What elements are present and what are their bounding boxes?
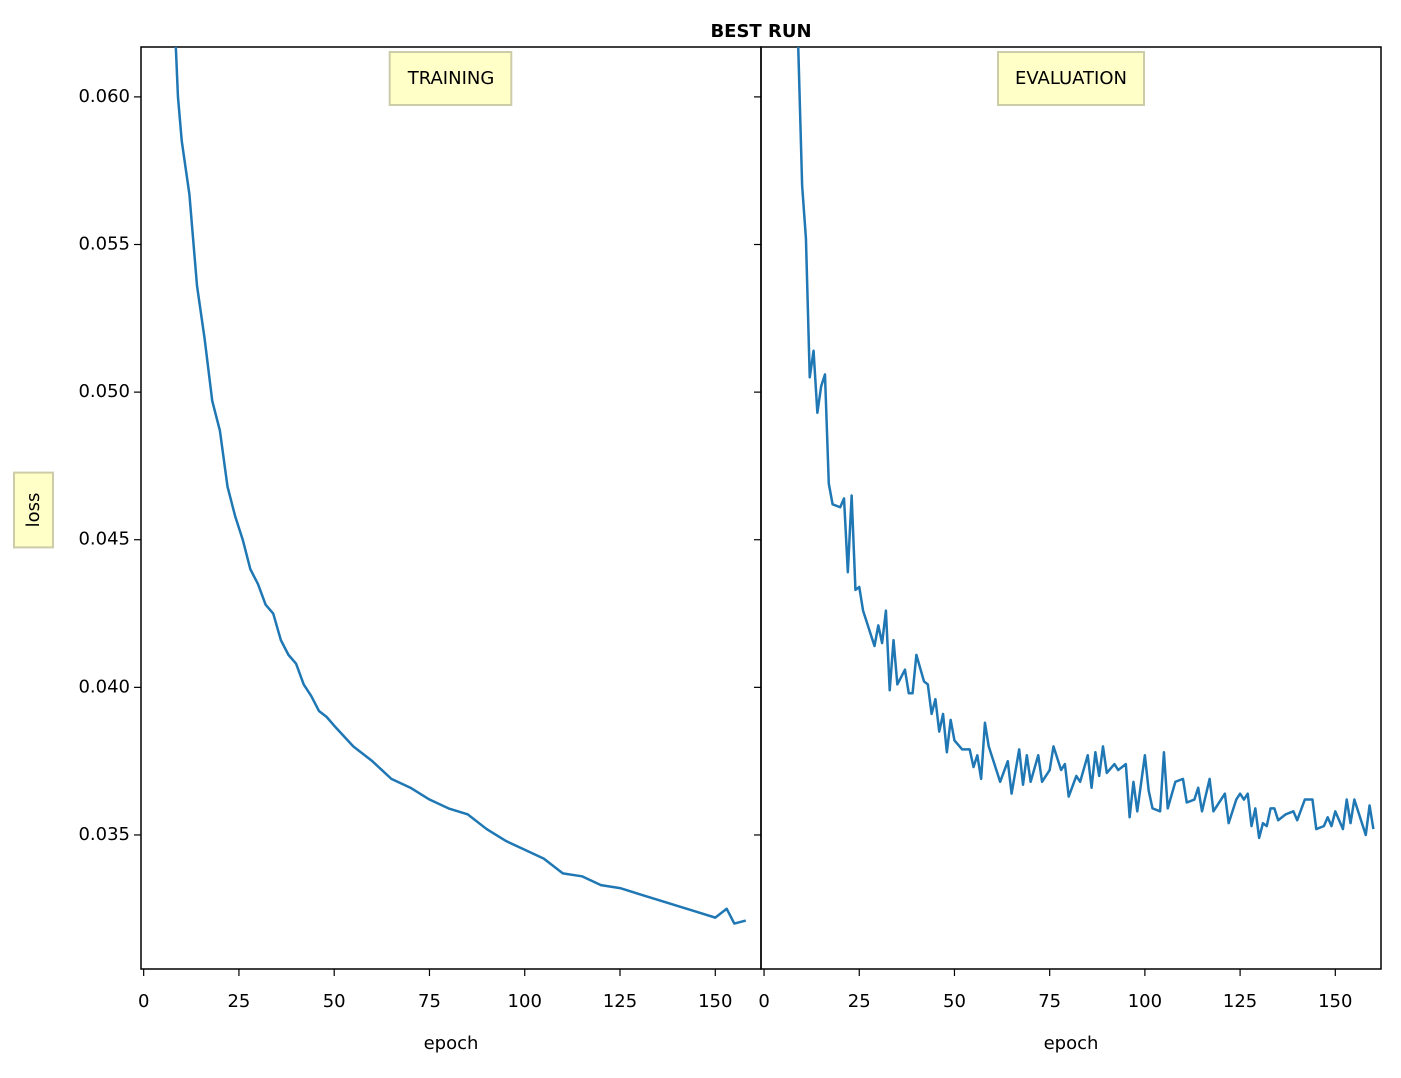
x-tick-label: 25: [848, 991, 871, 1012]
x-tick-label: 50: [943, 991, 966, 1012]
y-tick-label: 0.045: [78, 529, 130, 550]
label-box: [388, 51, 513, 106]
x-tick-label: 50: [323, 991, 346, 1012]
axes-frame: [760, 46, 1382, 970]
figure-title: BEST RUN: [710, 21, 811, 42]
y-tick-label: 0.060: [78, 86, 130, 107]
x-axis-label: epoch: [1044, 1033, 1099, 1054]
y-axis-label: loss: [23, 493, 44, 528]
y-tick-label: 0.055: [78, 234, 130, 255]
x-tick-label: 125: [1223, 991, 1257, 1012]
x-axis-label: epoch: [424, 1033, 479, 1054]
loss-line: [796, 47, 1375, 840]
x-tick-label: 0: [138, 991, 149, 1012]
x-tick-label: 150: [1318, 991, 1352, 1012]
label-box: [13, 471, 54, 549]
x-tick-label: 75: [418, 991, 441, 1012]
panel-title: TRAINING: [407, 68, 495, 89]
y-tick-label: 0.035: [78, 824, 130, 845]
panel-title: EVALUATION: [1015, 68, 1127, 89]
x-tick-label: 75: [1038, 991, 1061, 1012]
x-tick-label: 125: [603, 991, 637, 1012]
x-tick-label: 100: [508, 991, 542, 1012]
x-tick-label: 0: [758, 991, 769, 1012]
x-tick-label: 25: [227, 991, 250, 1012]
x-tick-label: 150: [698, 991, 732, 1012]
x-tick-label: 100: [1128, 991, 1162, 1012]
y-tick-label: 0.040: [78, 676, 130, 697]
y-tick-label: 0.050: [78, 381, 130, 402]
label-box: [996, 51, 1146, 106]
loss-line: [174, 47, 747, 925]
